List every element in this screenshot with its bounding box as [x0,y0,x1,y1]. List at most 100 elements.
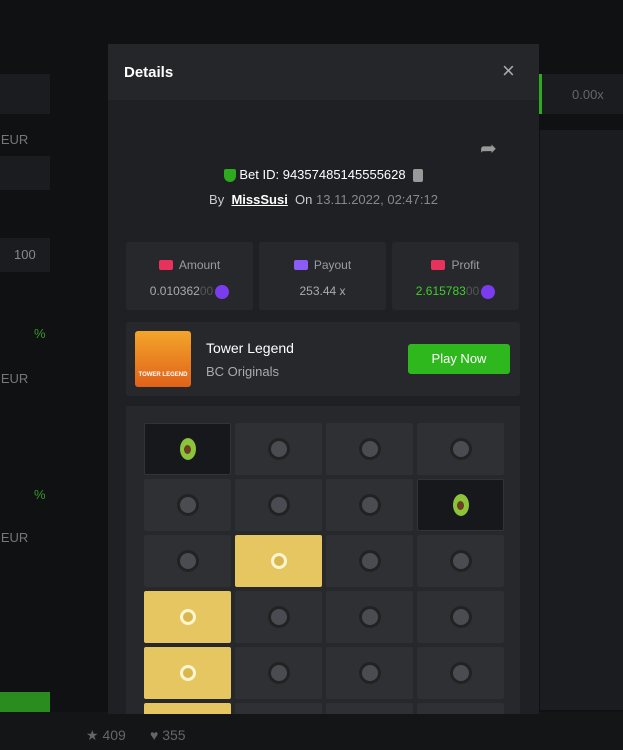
game-name: Tower Legend [206,340,294,356]
stat-card: Amount 0.01036200 [126,242,253,310]
hearts-count: 355 [162,727,186,743]
stat-header: Profit [392,256,519,274]
tile [417,703,504,714]
modal-title: Details [124,64,174,81]
egg-icon [358,494,381,516]
stat-card: Profit 2.61578300 [392,242,519,310]
tile [235,535,322,587]
egg-icon [449,438,472,460]
tile [326,423,413,475]
avocado [452,494,469,516]
bet-id: Bet ID: 94357485145555628 [239,167,406,182]
tile [326,591,413,643]
egg-icon [267,606,290,628]
tile [144,423,231,475]
egg-icon [179,609,196,625]
tile [144,591,231,643]
shield-icon [223,169,236,183]
stat-trailing: 00 [465,284,480,298]
stat-icon [431,259,446,270]
egg-icon [449,550,472,572]
stat-icon [293,259,308,270]
bg-currency: 0 EUR [0,530,29,545]
copy-button[interactable] [413,169,424,183]
tile [417,591,504,643]
stat-value: 2.61578300 [392,284,519,299]
tile [417,647,504,699]
tile [326,703,413,714]
bg-panel [0,74,50,114]
user-link[interactable]: MissSusi [231,192,288,207]
bg-amount: 100 [0,238,50,272]
stat-number: 0.010362 [149,284,200,298]
tile [144,479,231,531]
stat-trailing: 00 [199,284,214,298]
egg-icon [267,438,290,460]
stat-header: Amount [126,256,253,274]
egg-icon [267,494,290,516]
game-icon: TOWER LEGEND [135,331,191,387]
bg-currency: 0 EUR [0,132,29,147]
egg-icon [449,662,472,684]
stat-icon [158,259,173,270]
likes-count: 409 [102,727,126,743]
by-label: By [209,192,225,207]
tile [235,423,322,475]
stat-label: Payout [313,258,352,272]
tile [326,535,413,587]
coin-icon [215,284,230,299]
bg-percent: % [34,326,46,341]
tile [326,479,413,531]
share-button[interactable]: ➦ [480,138,497,160]
avocado [179,438,196,460]
likes[interactable]: ★ 409 [86,727,126,743]
egg-icon [270,553,287,569]
egg-icon [449,606,472,628]
bg-column [540,130,623,710]
stat-header: Payout [259,256,386,274]
bg-currency: 0 EUR [0,371,29,386]
by-row: By MissSusi On 13.11.2022, 02:47:12 [108,192,539,207]
pit [457,500,464,510]
tile [326,647,413,699]
play-button[interactable]: Play Now [408,344,510,374]
bg-multiplier: 0.00x [542,74,623,114]
tile [144,535,231,587]
modal-header: Details × [108,44,539,100]
stat-value: 253.44 x [259,284,386,298]
tile [417,479,504,531]
egg-icon [358,662,381,684]
egg-icon [176,494,199,516]
tile [235,703,322,714]
stat-number: 253.44 x [299,284,346,298]
close-button[interactable]: × [502,58,515,83]
hearts[interactable]: ♥ 355 [150,727,186,743]
on-label: On [295,192,313,207]
egg-icon [358,550,381,572]
egg-icon [267,662,290,684]
tile [235,591,322,643]
tile [417,535,504,587]
egg-icon [358,606,381,628]
tile [235,647,322,699]
stat-card: Payout 253.44 x [259,242,386,310]
pit [184,444,191,454]
stat-number: 2.615783 [415,284,466,298]
tile [144,703,231,714]
stat-value: 0.01036200 [126,284,253,299]
stat-label: Profit [451,258,480,272]
game-card: TOWER LEGEND Tower Legend BC Originals P… [126,322,520,396]
tile [235,479,322,531]
coin-icon [481,284,496,299]
stat-label: Amount [178,258,221,272]
tower-grid [126,406,520,714]
tile [417,423,504,475]
footer [0,712,623,750]
egg-icon [358,438,381,460]
bg-strip [538,74,542,114]
bet-id-row: Bet ID: 94357485145555628 [108,167,539,183]
tile [144,647,231,699]
game-provider: BC Originals [206,364,279,379]
bet-date: 13.11.2022, 02:47:12 [316,192,438,207]
